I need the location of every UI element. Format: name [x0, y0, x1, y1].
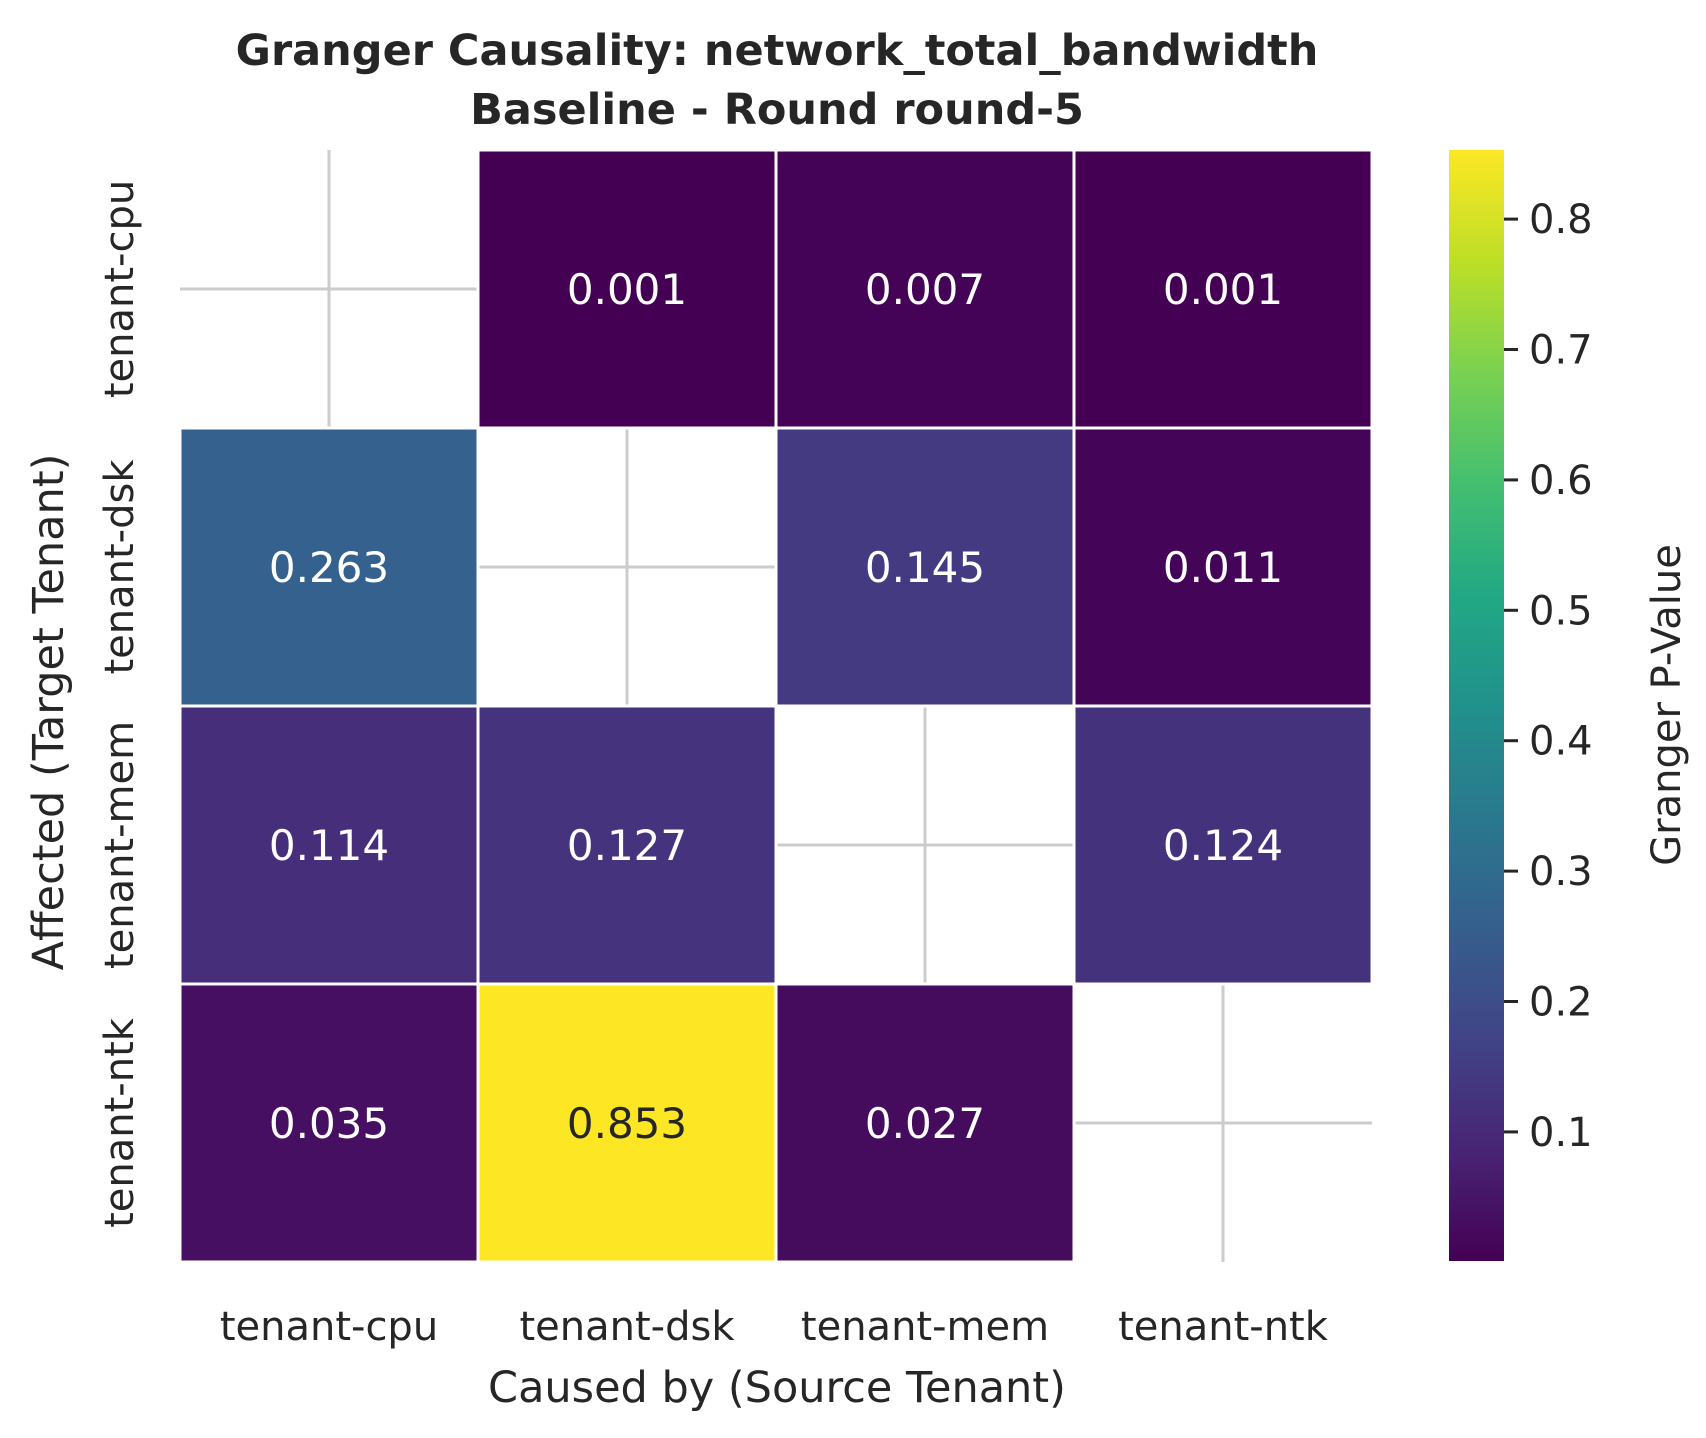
colorbar-tick-label: 0.6	[1529, 458, 1593, 504]
heatmap-cell	[774, 982, 1076, 1264]
heatmap-cell	[476, 704, 778, 986]
colorbar	[1449, 150, 1504, 1261]
colorbar-ticks: 0.1 0.2 0.3 0.4 0.5 0.6 0.7 0.8	[1504, 197, 1593, 1156]
colorbar-tick-label: 0.7	[1529, 328, 1593, 374]
heatmap-cell	[1072, 426, 1374, 708]
x-tick-label: tenant-mem	[801, 1304, 1049, 1350]
x-axis-label: Caused by (Source Tenant)	[488, 1363, 1066, 1413]
cell-value-label: 0.007	[865, 265, 985, 314]
heatmap-cells: 0.001 0.007 0.001 0.263 0.145 0.011 0.114 0.127…	[178, 148, 1374, 1264]
y-tick-label: tenant-dsk	[97, 459, 143, 675]
colorbar-tick-label: 0.2	[1529, 980, 1593, 1026]
heatmap-cell	[476, 148, 778, 430]
y-axis-label: Affected (Target Tenant)	[24, 454, 74, 971]
cell-value-label: 0.127	[567, 821, 687, 870]
colorbar-tick-label: 0.4	[1529, 719, 1593, 765]
heatmap-cell	[774, 148, 1076, 430]
colorbar-tick-label: 0.8	[1529, 197, 1593, 243]
colorbar-label: Granger P-Value	[1644, 544, 1690, 866]
heatmap-cell	[178, 704, 480, 986]
heatmap-cell	[1072, 148, 1374, 430]
cell-value-label: 0.145	[865, 543, 985, 592]
cell-value-label: 0.001	[567, 265, 687, 314]
cell-value-label: 0.124	[1163, 821, 1283, 870]
y-tick-labels: tenant-cpu tenant-dsk tenant-mem tenant-ntk	[97, 180, 143, 1228]
colorbar-tick-label: 0.5	[1529, 588, 1593, 634]
y-tick-label: tenant-ntk	[97, 1017, 143, 1228]
x-tick-label: tenant-dsk	[519, 1304, 735, 1350]
cell-value-label: 0.114	[269, 821, 389, 870]
heatmap-cell	[476, 982, 778, 1264]
colorbar-tick-label: 0.3	[1529, 849, 1593, 895]
chart-subtitle: Baseline - Round round-5	[470, 85, 1084, 135]
cell-value-label: 0.263	[269, 543, 389, 592]
chart-title: Granger Causality: network_total_bandwid…	[236, 26, 1319, 76]
cell-value-label: 0.027	[865, 1099, 985, 1148]
cell-value-label: 0.001	[1163, 265, 1283, 314]
y-tick-label: tenant-cpu	[97, 180, 143, 398]
cell-value-label: 0.011	[1163, 543, 1283, 592]
heatmap-cell	[1072, 704, 1374, 986]
x-tick-label: tenant-cpu	[220, 1304, 438, 1350]
y-tick-label: tenant-mem	[97, 721, 143, 969]
x-tick-labels: tenant-cpu tenant-dsk tenant-mem tenant-ntk	[220, 1304, 1329, 1350]
heatmap-cell	[178, 426, 480, 708]
cell-value-label: 0.853	[567, 1099, 687, 1148]
x-tick-label: tenant-ntk	[1118, 1304, 1329, 1350]
cell-value-label: 0.035	[269, 1099, 389, 1148]
colorbar-tick-label: 0.1	[1529, 1110, 1593, 1156]
